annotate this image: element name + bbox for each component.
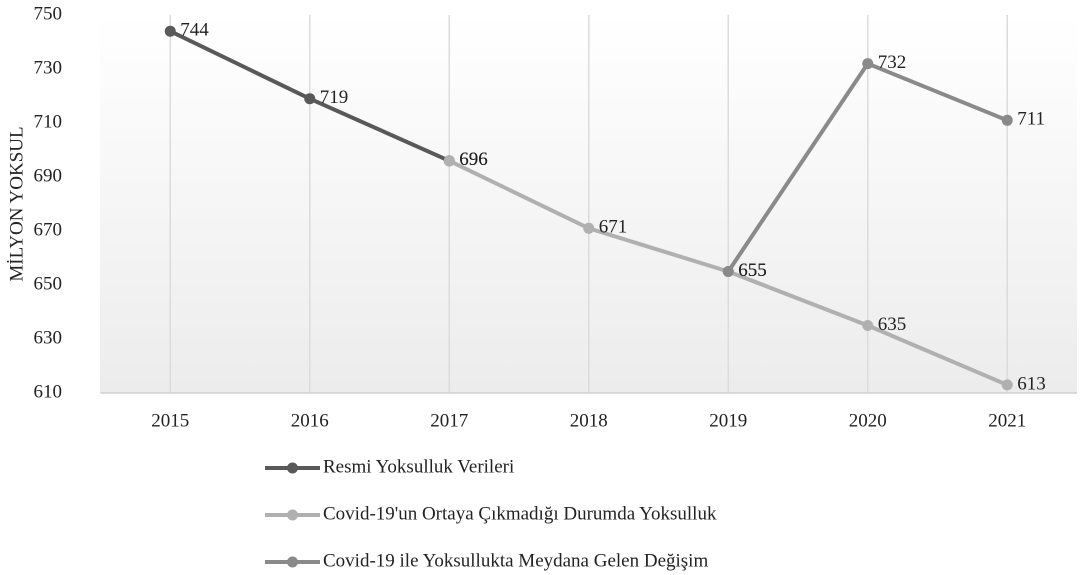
y-tick-label: 710 bbox=[34, 111, 63, 132]
data-label: 671 bbox=[599, 217, 628, 238]
point bbox=[722, 266, 734, 277]
x-tick-label: 2020 bbox=[849, 410, 887, 431]
point bbox=[1001, 379, 1013, 391]
y-tick-label: 730 bbox=[34, 57, 63, 78]
point bbox=[583, 222, 595, 234]
y-tick-label: 610 bbox=[34, 381, 63, 402]
x-tick-label: 2021 bbox=[988, 410, 1026, 431]
legend-label: Resmi Yoksulluk Verileri bbox=[323, 456, 514, 477]
point bbox=[443, 155, 455, 167]
data-label: 711 bbox=[1017, 109, 1045, 130]
x-tick-label: 2018 bbox=[570, 410, 608, 431]
point bbox=[1001, 114, 1013, 126]
legend-marker bbox=[287, 462, 298, 474]
point bbox=[862, 320, 874, 331]
data-label: 613 bbox=[1017, 373, 1046, 394]
data-label: 696 bbox=[459, 149, 488, 170]
x-tick-label: 2016 bbox=[291, 410, 329, 431]
legend-label: Covid-19'un Ortaya Çıkmadığı Durumda Yok… bbox=[323, 503, 717, 524]
y-tick-label: 670 bbox=[34, 219, 63, 240]
y-tick-label: 690 bbox=[34, 165, 63, 186]
x-tick-label: 2015 bbox=[151, 410, 189, 431]
point bbox=[304, 93, 316, 105]
data-label: 655 bbox=[738, 260, 767, 281]
y-tick-label: 650 bbox=[34, 273, 63, 294]
point bbox=[164, 25, 176, 37]
x-tick-label: 2017 bbox=[430, 410, 468, 431]
y-tick-label: 630 bbox=[34, 327, 63, 348]
data-label: 635 bbox=[878, 314, 907, 335]
data-label: 744 bbox=[180, 20, 209, 41]
data-label: 696 bbox=[459, 149, 488, 170]
legend-marker bbox=[287, 509, 298, 521]
y-axis-title: MİLYON YOKSUL bbox=[6, 126, 27, 281]
point bbox=[862, 58, 874, 70]
data-label: 732 bbox=[878, 52, 907, 73]
y-tick-label: 750 bbox=[34, 3, 63, 24]
data-label: 719 bbox=[320, 87, 349, 108]
data-label: 655 bbox=[738, 260, 767, 281]
legend-marker bbox=[287, 556, 298, 568]
x-tick-label: 2019 bbox=[709, 410, 747, 431]
legend-label: Covid-19 ile Yoksullukta Meydana Gelen D… bbox=[323, 550, 708, 571]
